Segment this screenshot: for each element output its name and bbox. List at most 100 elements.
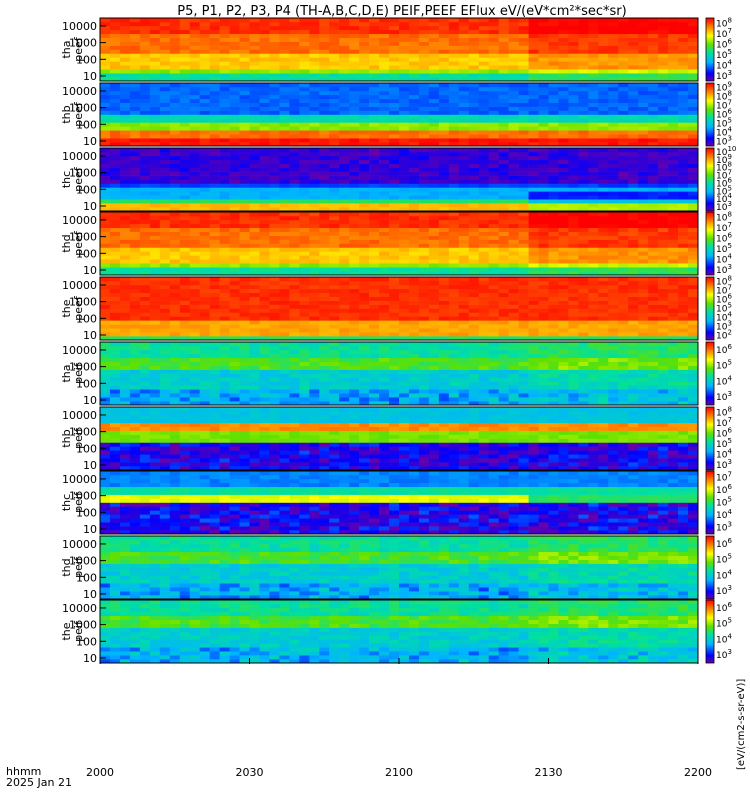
heatmap-cell — [628, 118, 639, 123]
heatmap-cell — [249, 235, 260, 240]
heatmap-cell — [638, 114, 649, 119]
heatmap-cell — [229, 324, 240, 329]
heatmap-cell — [448, 179, 460, 184]
heatmap-cell — [109, 83, 121, 88]
heatmap-cell — [598, 106, 609, 111]
heatmap-cell — [508, 277, 519, 282]
heatmap-cell — [658, 179, 669, 184]
heatmap-cell — [239, 401, 250, 406]
heatmap-cell — [269, 29, 280, 35]
heatmap-cell — [189, 21, 200, 27]
heatmap-cell — [279, 336, 290, 341]
heatmap-cell — [349, 227, 360, 232]
heatmap-cell — [229, 336, 240, 341]
heatmap-cell — [578, 292, 589, 297]
heatmap-cell — [259, 247, 270, 252]
heatmap-cell — [558, 29, 569, 35]
heatmap-cell — [648, 288, 659, 294]
heatmap-cell — [558, 304, 569, 309]
heatmap-cell — [568, 401, 579, 406]
heatmap-cell — [608, 255, 619, 260]
heatmap-cell — [598, 122, 609, 127]
heatmap-cell — [658, 288, 669, 294]
heatmap-cell — [668, 235, 679, 240]
heatmap-cell — [339, 288, 350, 294]
heatmap-cell — [109, 324, 121, 329]
heatmap-cell — [209, 212, 220, 217]
heatmap-cell — [219, 122, 230, 127]
heatmap-cell — [299, 49, 310, 54]
heatmap-cell — [159, 336, 171, 341]
heatmap-cell — [289, 114, 300, 119]
heatmap-cell — [468, 284, 480, 290]
heatmap-cell — [628, 151, 639, 157]
heatmap-cell — [458, 304, 470, 309]
heatmap-cell — [309, 251, 320, 256]
heatmap-cell — [349, 155, 360, 161]
heatmap-cell — [408, 98, 420, 103]
heatmap-cell — [478, 280, 489, 286]
heatmap-cell — [508, 83, 519, 88]
heatmap-cell — [189, 69, 200, 74]
heatmap-cell — [239, 77, 250, 82]
heatmap-cell — [468, 118, 480, 123]
heatmap-cell — [408, 401, 420, 406]
heatmap-cell — [488, 191, 499, 196]
heatmap-cell — [648, 130, 659, 135]
heatmap-cell — [359, 263, 370, 268]
heatmap-cell — [299, 61, 310, 66]
heatmap-cell — [299, 163, 310, 168]
heatmap-cell — [518, 21, 529, 27]
heatmap-cell — [339, 212, 350, 217]
heatmap-cell — [379, 29, 390, 35]
heatmap-cell — [169, 324, 181, 329]
heatmap-cell — [399, 223, 410, 229]
heatmap-cell — [249, 212, 260, 217]
heatmap-cell — [259, 171, 270, 176]
heatmap-cell — [548, 231, 559, 236]
heatmap-cell — [548, 207, 559, 212]
heatmap-cell — [678, 255, 689, 260]
heatmap-cell — [628, 33, 639, 38]
heatmap-cell — [408, 267, 420, 272]
heatmap-cell — [578, 148, 589, 153]
heatmap-cell — [149, 277, 161, 282]
heatmap-cell — [628, 203, 639, 208]
heatmap-cell — [638, 401, 649, 406]
heatmap-cell — [229, 25, 240, 31]
heatmap-cell — [578, 163, 589, 168]
heatmap-cell — [598, 151, 609, 157]
heatmap-cell — [209, 155, 220, 161]
heatmap-cell — [319, 401, 330, 406]
heatmap-cell — [179, 316, 190, 321]
chart-title: P5, P1, P2, P3, P4 (TH-A,B,C,D,E) PEIF,P… — [177, 4, 626, 19]
heatmap-cell — [618, 243, 629, 248]
heatmap-cell — [548, 179, 559, 184]
heatmap-cell — [428, 53, 440, 58]
heatmap-cell — [379, 320, 390, 325]
heatmap-cell — [418, 114, 430, 119]
heatmap-cell — [159, 41, 171, 46]
heatmap-cell — [588, 86, 599, 92]
heatmap-cell — [169, 280, 181, 286]
heatmap-cell — [568, 227, 579, 232]
heatmap-cell — [249, 49, 260, 54]
heatmap-cell — [478, 312, 489, 317]
heatmap-cell — [408, 324, 420, 329]
heatmap-cell — [538, 73, 549, 78]
heatmap-cell — [399, 336, 410, 341]
heatmap-cell — [508, 114, 519, 119]
heatmap-cell — [349, 191, 360, 196]
heatmap-cell — [438, 300, 450, 305]
heatmap-cell — [428, 227, 440, 232]
heatmap-cell — [299, 219, 310, 225]
heatmap-cell — [578, 151, 589, 157]
heatmap-cell — [239, 231, 250, 236]
heatmap-cell — [249, 308, 260, 313]
heatmap-cell — [179, 29, 190, 35]
heatmap-cell — [399, 316, 410, 321]
heatmap-cell — [688, 90, 699, 96]
heatmap-cell — [139, 25, 151, 31]
heatmap-cell — [458, 114, 470, 119]
heatmap-cell — [548, 102, 559, 107]
